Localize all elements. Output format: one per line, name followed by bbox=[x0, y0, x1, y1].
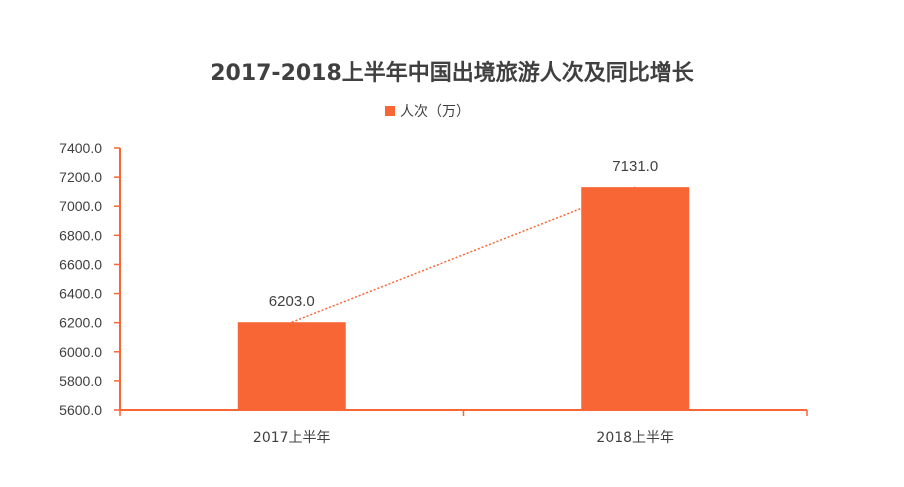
y-tick-label: 6600.0 bbox=[59, 256, 102, 272]
data-label: 7131.0 bbox=[612, 158, 658, 175]
y-tick-label: 6200.0 bbox=[59, 315, 102, 331]
x-tick-label: 2018上半年 bbox=[596, 430, 674, 446]
legend: 人次（万） bbox=[385, 104, 470, 120]
y-tick-label: 6400.0 bbox=[59, 286, 102, 302]
bar bbox=[237, 322, 346, 410]
data-label: 6203.0 bbox=[269, 293, 315, 310]
y-tick-label: 7000.0 bbox=[59, 198, 102, 214]
chart-title: 2017-2018上半年中国出境旅游人次及同比增长 bbox=[210, 60, 695, 86]
data-labels: 6203.0 7131.0 bbox=[269, 158, 658, 310]
x-axis: 2017上半年 2018上半年 bbox=[119, 409, 808, 446]
legend-swatch bbox=[385, 106, 395, 116]
bar bbox=[581, 187, 690, 410]
trend-line bbox=[291, 186, 636, 323]
y-tick-label: 6000.0 bbox=[59, 344, 102, 360]
x-tick-label: 2017上半年 bbox=[253, 430, 331, 446]
y-tick-label: 5800.0 bbox=[59, 373, 102, 389]
bars bbox=[237, 186, 690, 410]
y-axis: 5600.0 5800.0 6000.0 6200.0 6400.0 6600.0 6800… bbox=[59, 140, 121, 418]
y-tick-label: 6800.0 bbox=[59, 227, 102, 243]
y-tick-label: 5600.0 bbox=[59, 402, 102, 418]
y-tick-label: 7200.0 bbox=[59, 169, 102, 185]
y-tick-label: 7400.0 bbox=[59, 140, 102, 156]
legend-label: 人次（万） bbox=[400, 104, 470, 120]
